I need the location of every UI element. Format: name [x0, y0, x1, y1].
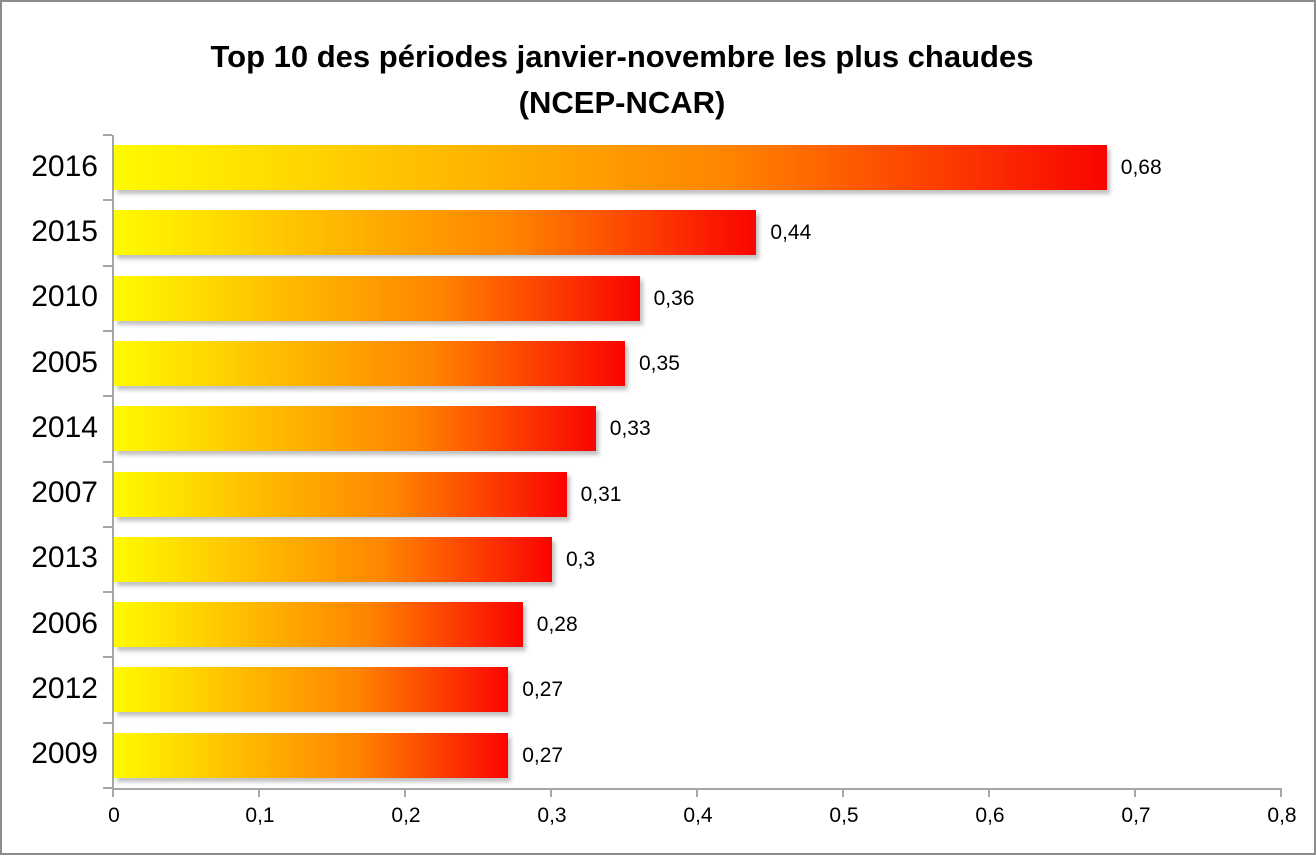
x-axis-tick [842, 788, 844, 797]
value-label: 0,27 [522, 678, 564, 702]
category-label: 2009 [31, 737, 98, 771]
y-axis-tick [103, 134, 112, 136]
x-axis-tick-label: 0 [108, 804, 120, 827]
x-axis-tick [258, 788, 260, 797]
x-axis-tick-label: 0,3 [537, 804, 567, 827]
chart-title-line2: (NCEP-NCAR) [518, 85, 726, 120]
x-axis-tick [404, 788, 406, 797]
y-axis-tick [103, 329, 112, 332]
category-label: 2010 [31, 280, 98, 314]
x-axis-tick-label: 0,1 [245, 804, 275, 827]
x-axis-tick [550, 788, 552, 797]
y-axis-tick [103, 395, 112, 398]
y-axis-tick [103, 460, 112, 463]
bar-2014 [114, 406, 596, 452]
bar-2005 [114, 340, 625, 386]
bar-2006 [114, 602, 523, 648]
bar-2007 [114, 471, 567, 517]
y-axis-tick [103, 656, 112, 659]
x-axis-tick-label: 0,7 [1121, 804, 1151, 827]
x-axis-tick-label: 0,4 [683, 804, 713, 827]
y-axis-tick [103, 199, 112, 202]
bar-2012 [114, 667, 509, 713]
x-axis-tick [988, 788, 990, 797]
value-label: 0,35 [639, 351, 680, 375]
x-axis-tick-label: 0,2 [391, 804, 421, 827]
x-axis-tick-label: 0,6 [975, 804, 1005, 827]
chart-title: Top 10 des périodes janvier-novembre les… [2, 34, 1242, 126]
value-label: 0,36 [653, 286, 695, 310]
y-axis-tick [103, 721, 112, 724]
y-axis-tick [103, 264, 112, 267]
value-label: 0,44 [770, 221, 812, 245]
x-axis-tick-label: 0,5 [829, 804, 859, 827]
value-label: 0,28 [536, 613, 578, 637]
bar-2016 [114, 145, 1107, 190]
x-axis-tick [696, 788, 698, 797]
category-label: 2014 [31, 410, 98, 444]
x-axis-tick [1134, 788, 1136, 797]
y-axis-tick [103, 525, 112, 528]
value-label: 0,27 [522, 743, 564, 767]
plot-area: 2016 0,68 2015 0,44 2010 0,36 2005 0,35 2014 0,33… [31, 134, 1282, 797]
bar-2015 [114, 210, 757, 256]
category-label: 2013 [31, 541, 98, 575]
category-label: 2006 [31, 606, 98, 640]
x-axis-tick [1280, 788, 1282, 797]
x-axis-tick-label: 0,8 [1267, 804, 1297, 827]
value-label: 0,33 [609, 417, 651, 441]
y-axis-tick [103, 787, 112, 789]
category-label: 2016 [31, 149, 98, 183]
category-label: 2005 [31, 345, 98, 379]
category-label: 2007 [31, 476, 98, 510]
x-axis-tick [112, 788, 114, 797]
category-label: 2012 [31, 672, 98, 706]
value-label: 0,31 [580, 482, 622, 506]
bar-2010 [114, 275, 640, 321]
y-axis-tick [103, 591, 112, 594]
category-label: 2015 [31, 214, 98, 248]
value-label: 0,3 [566, 547, 596, 571]
chart-title-line1: Top 10 des périodes janvier-novembre les… [210, 39, 1034, 74]
bar-2009 [114, 732, 509, 778]
bar-2013 [114, 536, 552, 582]
value-label: 0,68 [1120, 156, 1162, 179]
